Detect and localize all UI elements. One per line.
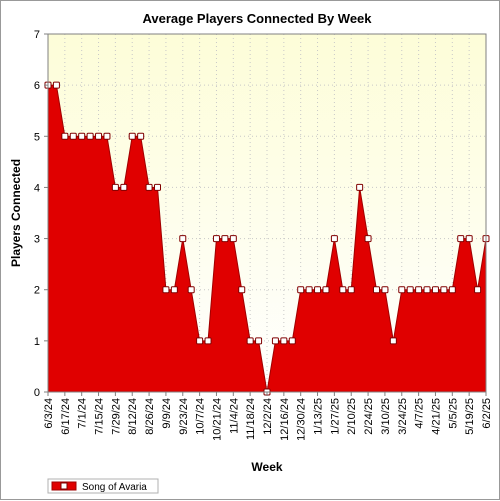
data-point [69,132,77,140]
data-point [196,337,204,345]
data-point [389,337,397,345]
x-tick-label: 12/30/24 [296,398,308,441]
x-tick-label: 7/1/24 [77,398,89,429]
data-point [170,286,178,294]
x-tick-label: 11/4/24 [228,398,240,434]
x-tick-label: 1/13/25 [313,398,325,435]
data-point [297,286,305,294]
x-tick-label: 4/7/25 [414,398,426,429]
x-tick-label: 8/12/24 [127,398,139,435]
y-tick-label: 4 [34,182,40,194]
data-point [314,286,322,294]
data-point [103,132,111,140]
y-axis-ticks: 0 1 2 3 4 5 6 7 [34,29,48,399]
data-point [347,286,355,294]
y-tick-label: 2 [34,285,40,297]
area-fill [48,85,486,393]
x-tick-label: 3/24/25 [397,398,409,435]
data-point [415,286,423,294]
data-point [255,337,263,345]
x-axis-title: Week [251,460,282,474]
y-tick-label: 7 [34,29,40,41]
legend-label: Song of Avaria [82,482,147,493]
x-tick-label: 12/2/24 [262,398,274,435]
x-tick-label: 2/10/25 [346,398,358,435]
y-tick-label: 3 [34,234,40,246]
x-tick-label: 3/10/25 [380,398,392,435]
y-tick-label: 0 [34,387,40,399]
x-tick-label: 12/16/24 [279,398,291,441]
data-point [431,286,439,294]
data-point [204,337,212,345]
x-tick-label: 4/21/25 [430,398,442,435]
data-point [398,286,406,294]
y-tick-label: 5 [34,131,40,143]
data-point [162,286,170,294]
data-point [221,235,229,243]
data-point [238,286,246,294]
y-axis-title: Players Connected [9,159,23,267]
x-tick-label: 6/17/24 [60,398,72,435]
data-point [364,235,372,243]
x-tick-label: 1/27/25 [329,398,341,435]
data-point [212,235,220,243]
data-point [457,235,465,243]
data-point [52,81,60,89]
x-tick-label: 11/18/24 [245,398,257,440]
data-point [474,286,482,294]
data-point [356,183,364,191]
data-markers [44,81,490,396]
data-point [271,337,279,345]
x-tick-label: 2/24/25 [363,398,375,435]
x-tick-label: 5/5/25 [447,398,459,429]
x-tick-label: 9/9/24 [161,398,173,429]
data-point [280,337,288,345]
x-tick-label: 6/3/24 [43,398,55,429]
data-point [78,132,86,140]
y-tick-label: 6 [34,80,40,92]
data-point [95,132,103,140]
data-point [373,286,380,294]
x-tick-label: 5/19/25 [464,398,476,435]
data-point [179,235,187,243]
data-point [448,286,456,294]
data-point [423,286,431,294]
x-tick-label: 10/7/24 [195,398,207,435]
data-point [330,235,338,243]
y-tick-label: 1 [34,336,40,348]
data-point [381,286,389,294]
data-point [288,337,296,345]
data-point [154,183,161,191]
data-point [440,286,448,294]
x-tick-label: 6/2/25 [481,398,493,429]
x-axis-ticks: 6/3/24 6/17/24 7/1/24 7/15/24 7/29/24 8/12/24… [43,392,493,441]
data-point [111,183,119,191]
data-point [120,183,128,191]
data-point [406,286,414,294]
legend: Song of Avaria [47,478,159,494]
x-tick-label: 9/23/24 [178,398,190,435]
data-point [137,132,145,140]
data-point [145,183,153,191]
legend-marker [60,482,68,490]
data-point [61,132,69,140]
x-tick-label: 7/15/24 [94,398,106,435]
data-point [322,286,330,294]
data-point [229,235,237,243]
x-tick-label: 8/26/24 [144,398,156,435]
data-point [246,337,254,345]
data-point [305,286,313,294]
data-point [128,132,136,140]
data-point [339,286,347,294]
data-point [187,286,195,294]
data-point [86,132,94,140]
x-tick-label: 7/29/24 [110,398,122,435]
data-point [465,235,473,243]
chart-title: Average Players Connected By Week [142,11,372,26]
x-tick-label: 10/21/24 [211,398,223,441]
